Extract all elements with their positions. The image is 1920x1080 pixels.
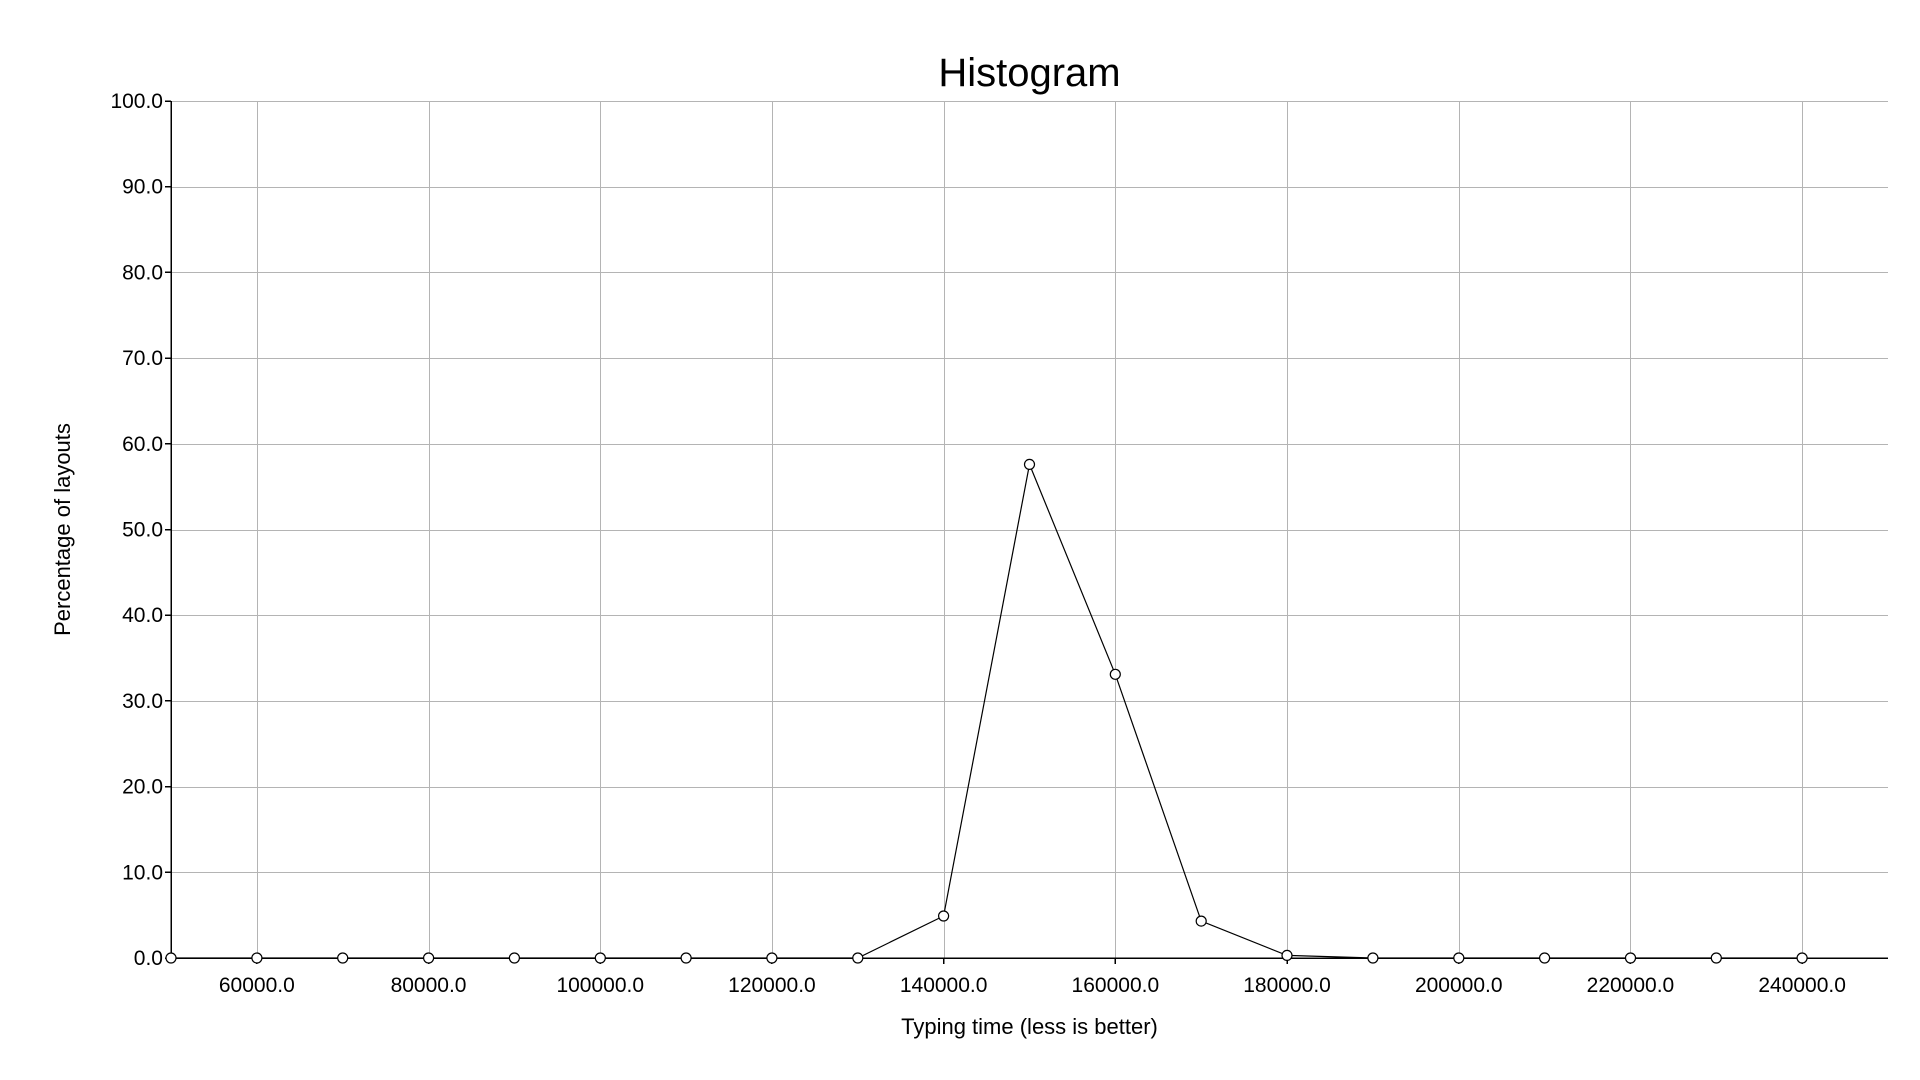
data-point bbox=[1624, 952, 1637, 964]
x-tick-label: 200000.0 bbox=[1415, 974, 1503, 997]
y-axis-ticks: 0.0 10.0 20.0 30.0 40.0 50.0 60.0 70.0 80.0 90.0 1… bbox=[110, 90, 171, 970]
data-point bbox=[1796, 952, 1808, 964]
y-tick-label: 30.0 bbox=[122, 690, 163, 713]
data-point bbox=[1195, 915, 1207, 927]
data-point bbox=[594, 952, 606, 964]
data-point bbox=[852, 952, 864, 964]
x-axis-label: Typing time (less is better) bbox=[901, 1014, 1158, 1039]
x-tick-label: 60000.0 bbox=[219, 974, 295, 997]
y-tick-label: 100.0 bbox=[110, 90, 163, 113]
x-tick-label: 220000.0 bbox=[1587, 974, 1675, 997]
data-point bbox=[937, 910, 950, 922]
data-point bbox=[1109, 668, 1121, 680]
y-tick-label: 70.0 bbox=[122, 347, 163, 370]
y-tick-label: 10.0 bbox=[122, 861, 163, 884]
y-tick-label: 20.0 bbox=[122, 776, 163, 799]
series bbox=[165, 458, 1808, 964]
x-tick-label: 80000.0 bbox=[391, 974, 467, 997]
x-tick-label: 100000.0 bbox=[556, 974, 644, 997]
data-point bbox=[1538, 952, 1551, 964]
data-point bbox=[1023, 458, 1036, 470]
data-point bbox=[337, 952, 349, 964]
x-axis-ticks: 60000.0 80000.0 100000.0 120000.0 140000.0 16… bbox=[219, 958, 1846, 997]
x-tick-label: 240000.0 bbox=[1758, 974, 1846, 997]
grid bbox=[171, 101, 1888, 958]
data-point bbox=[1367, 952, 1379, 964]
y-tick-label: 80.0 bbox=[122, 261, 163, 284]
y-tick-label: 50.0 bbox=[122, 519, 163, 542]
chart-title: Histogram bbox=[938, 51, 1120, 95]
data-point bbox=[1281, 949, 1293, 962]
y-tick-label: 60.0 bbox=[122, 433, 163, 456]
data-point bbox=[165, 952, 177, 964]
data-point bbox=[766, 952, 778, 964]
x-tick-label: 120000.0 bbox=[728, 974, 816, 997]
x-tick-label: 160000.0 bbox=[1072, 974, 1160, 997]
x-tick-label: 180000.0 bbox=[1243, 974, 1331, 997]
y-tick-label: 40.0 bbox=[122, 604, 163, 627]
data-point bbox=[1710, 952, 1722, 964]
data-point bbox=[251, 952, 263, 964]
x-tick-label: 140000.0 bbox=[900, 974, 988, 997]
y-axis-label: Percentage of layouts bbox=[50, 423, 75, 636]
data-point bbox=[680, 952, 692, 964]
data-point bbox=[508, 952, 521, 964]
series-line bbox=[171, 462, 1803, 959]
y-tick-label: 0.0 bbox=[134, 947, 163, 970]
y-tick-label: 90.0 bbox=[122, 176, 163, 199]
data-point bbox=[423, 952, 435, 964]
data-point bbox=[1453, 952, 1465, 964]
